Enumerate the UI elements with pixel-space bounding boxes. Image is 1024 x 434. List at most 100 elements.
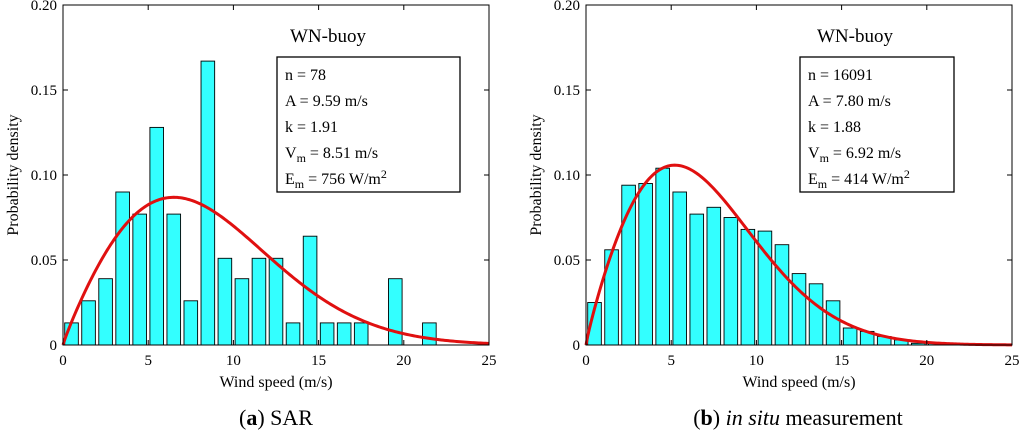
stats-superscript: 2 <box>904 167 910 181</box>
stats-symbol: V <box>808 145 820 162</box>
y-axis-label: Probability density <box>5 114 22 235</box>
histogram-bar <box>251 257 267 346</box>
y-tick-label: 0 <box>50 338 58 354</box>
stats-symbol: n <box>808 67 816 84</box>
stats-value: = 9.59 m/s <box>296 93 368 110</box>
histogram-bar <box>234 278 250 346</box>
histogram-bar <box>808 283 824 346</box>
caption-paren-close: ) <box>257 405 270 430</box>
stats-symbol: E <box>808 171 818 188</box>
stats-subscript: m <box>820 151 830 165</box>
stats-line: k = 1.88 <box>808 119 861 136</box>
stats-line: Vm = 8.51 m/s <box>285 145 378 165</box>
stats-value: = 16091 <box>816 67 873 84</box>
stats-box <box>799 56 955 193</box>
stats-value: = 7.80 m/s <box>819 93 891 110</box>
x-tick-label: 10 <box>226 353 241 369</box>
x-axis-label: Wind speed (m/s) <box>219 374 332 391</box>
site-title: WN-buoy <box>817 26 893 47</box>
stats-line: n = 78 <box>285 67 326 84</box>
histogram-bar <box>183 300 199 346</box>
x-tick-label: 20 <box>396 353 411 369</box>
histogram-bar <box>353 322 369 346</box>
stats-box <box>276 56 461 193</box>
y-tick-label: 0.20 <box>554 0 580 14</box>
histogram-bar <box>115 191 130 346</box>
histogram-bar <box>200 60 216 346</box>
histogram-bar <box>336 322 352 346</box>
histogram-bar <box>638 183 653 346</box>
y-tick-label: 0.10 <box>31 168 57 184</box>
stats-line: k = 1.91 <box>285 119 338 136</box>
histogram-bar <box>723 217 739 346</box>
histogram-bar <box>740 228 756 346</box>
x-tick-label: 20 <box>919 353 934 369</box>
stats-symbol: E <box>285 171 295 188</box>
x-tick-label: 25 <box>482 353 497 369</box>
panel-caption: (a) SAR <box>239 405 313 430</box>
caption-text: SAR <box>270 405 313 430</box>
histogram-bar <box>217 257 233 346</box>
chart-panel-b: 0 5 10 15 20 25 0 0.05 0.10 0.15 0.20 Wind speed (m… <box>528 0 1020 430</box>
caption-paren-open: ( <box>239 405 246 430</box>
x-tick-label: 15 <box>834 353 849 369</box>
histogram-bar <box>842 327 858 346</box>
histogram-bar <box>706 206 722 346</box>
caption-letter: b <box>701 405 713 430</box>
stats-symbol: n <box>285 67 293 84</box>
stats-symbol: V <box>285 145 297 162</box>
stats-line: Vm = 6.92 m/s <box>808 145 901 165</box>
stats-line: Em = 756 W/m2 <box>285 167 387 191</box>
stats-value: = 756 W/m <box>304 171 381 188</box>
histogram-bar <box>655 167 670 346</box>
stats-symbol: A <box>285 93 297 110</box>
chart-panel-a: 0 5 10 15 20 25 0 0.05 0.10 0.15 0.20 Wind speed (m… <box>5 0 497 430</box>
stats-symbol: k <box>808 119 816 136</box>
caption-italic-text: in situ <box>726 405 780 430</box>
histogram-bar <box>689 213 705 346</box>
stats-value: = 1.88 <box>816 119 861 136</box>
y-tick-label: 0.20 <box>31 0 57 14</box>
stats-line: Em = 414 W/m2 <box>808 167 910 191</box>
histogram-bar <box>388 278 403 346</box>
histogram-bar <box>268 257 284 346</box>
y-tick-label: 0.05 <box>554 253 580 269</box>
x-tick-label: 15 <box>311 353 326 369</box>
stats-symbol: k <box>285 119 293 136</box>
panel-caption: (b) in situ measurement <box>693 405 903 430</box>
x-tick-label: 25 <box>1005 353 1020 369</box>
y-tick-label: 0 <box>573 338 581 354</box>
caption-text: measurement <box>780 405 903 430</box>
y-tick-label: 0.05 <box>31 253 57 269</box>
histogram-bar <box>149 126 164 346</box>
x-axis-label: Wind speed (m/s) <box>742 374 855 391</box>
stats-value: = 78 <box>293 67 326 84</box>
y-tick-label: 0.10 <box>554 168 580 184</box>
caption-letter: a <box>246 405 257 430</box>
stats-value: = 414 W/m <box>827 171 904 188</box>
weibull-fit-curve <box>584 163 1013 347</box>
stats-symbol: A <box>808 93 820 110</box>
stats-line: n = 16091 <box>808 67 873 84</box>
x-tick-label: 5 <box>144 353 152 369</box>
stats-superscript: 2 <box>381 167 387 181</box>
weibull-fit-curve <box>61 195 490 346</box>
x-tick-label: 10 <box>749 353 764 369</box>
x-tick-label: 0 <box>582 353 590 369</box>
histogram-bar <box>132 213 147 346</box>
x-tick-label: 0 <box>59 353 67 369</box>
stats-value: = 1.91 <box>293 119 338 136</box>
stats-value: = 6.92 m/s <box>829 145 901 162</box>
histogram-bar <box>774 244 790 346</box>
histogram-bar <box>672 191 687 346</box>
y-tick-label: 0.15 <box>31 83 57 99</box>
histogram-bar <box>825 300 841 346</box>
stats-subscript: m <box>297 151 307 165</box>
histogram-bar <box>81 300 96 346</box>
stats-subscript: m <box>295 177 305 191</box>
stats-line: A = 7.80 m/s <box>808 93 891 110</box>
caption-paren-open: ( <box>693 405 700 430</box>
stats-line: A = 9.59 m/s <box>285 93 368 110</box>
caption-paren-close: ) <box>713 405 726 430</box>
